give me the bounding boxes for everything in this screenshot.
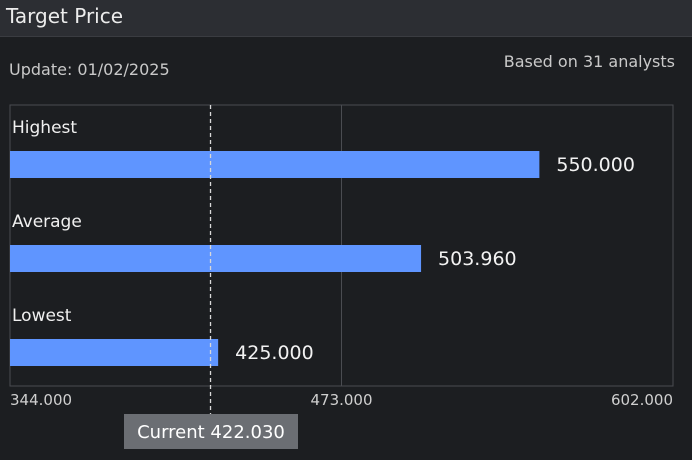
bar xyxy=(10,151,540,178)
update-date: Update: 01/02/2025 xyxy=(9,60,170,79)
category-label: Average xyxy=(12,212,82,232)
category-label: Lowest xyxy=(12,306,72,326)
x-tick-label: 473.000 xyxy=(310,391,372,409)
current-price-label: Current 422.030 xyxy=(137,422,285,443)
panel-title: Target Price xyxy=(6,4,124,28)
header-bar: Target Price xyxy=(0,0,692,37)
bar xyxy=(10,339,219,366)
value-label: 425.000 xyxy=(235,342,314,364)
x-tick-label: 602.000 xyxy=(611,391,673,409)
value-label: 503.960 xyxy=(438,248,517,270)
x-tick-label: 344.000 xyxy=(10,391,72,409)
value-label: 550.000 xyxy=(556,154,635,176)
bar xyxy=(10,245,422,272)
category-label: Highest xyxy=(12,118,77,138)
current-price-badge xyxy=(124,414,298,449)
analyst-count: Based on 31 analysts xyxy=(503,52,675,71)
